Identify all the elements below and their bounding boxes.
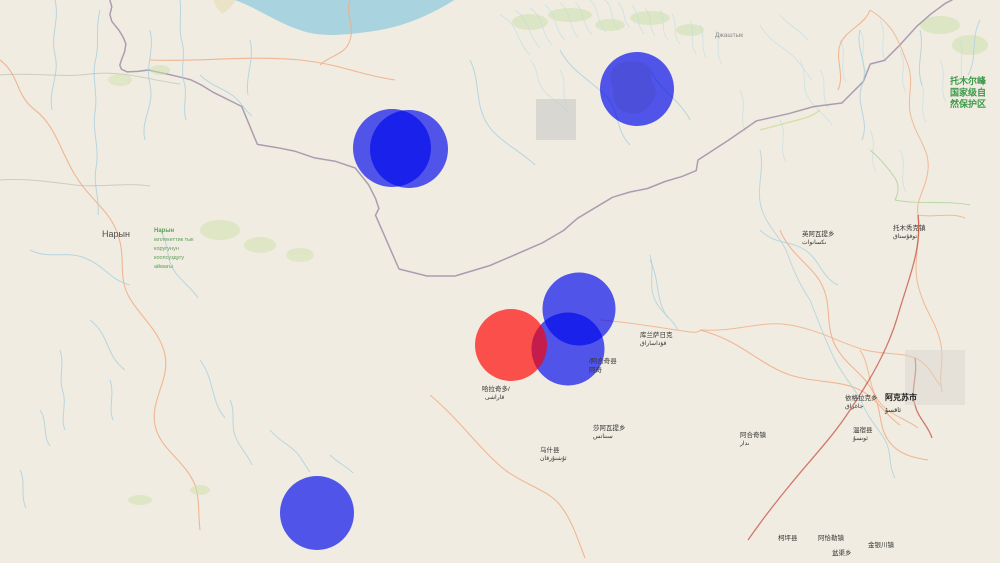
svg-text:然保护区: 然保护区: [950, 98, 986, 109]
svg-text:Нарын: Нарын: [102, 229, 130, 239]
svg-text:ىدار: ىدار: [739, 440, 750, 447]
svg-text:Нарын: Нарын: [154, 228, 174, 234]
svg-text:ئونسۇ: ئونسۇ: [852, 435, 868, 442]
svg-text:توقۇستاق: توقۇستاق: [893, 233, 917, 240]
svg-text:盆渠乡: 盆渠乡: [832, 548, 852, 557]
svg-text:哈拉奇多/: 哈拉奇多/: [482, 384, 510, 393]
svg-text:阿奇: 阿奇: [589, 365, 603, 374]
svg-text:коопсуздугу: коопсуздугу: [154, 255, 184, 261]
svg-text:ئاقسۇ: ئاقسۇ: [884, 406, 901, 414]
svg-text:ئۇشنۇرقان: ئۇشنۇرقان: [540, 455, 567, 462]
svg-text:库兰萨日克: 库兰萨日克: [640, 330, 673, 339]
svg-text:قاراشى: قاراشى: [485, 394, 504, 401]
svg-text:Джаштык: Джаштык: [715, 32, 743, 39]
svg-text:мллекеттик тык: мллекеттик тык: [154, 237, 194, 243]
svg-text:ىكسانوات: ىكسانوات: [802, 239, 827, 246]
svg-text:قؤداساراق: قؤداساراق: [640, 340, 667, 347]
svg-text:阿克苏市: 阿克苏市: [885, 392, 917, 402]
svg-text:依格拉克乡: 依格拉克乡: [845, 393, 878, 402]
svg-text:коругунун: коругунун: [154, 246, 179, 252]
svg-text:阿恰勒镇: 阿恰勒镇: [818, 533, 845, 542]
svg-text:阿合奇镇: 阿合奇镇: [740, 430, 767, 439]
svg-text:莎阿瓦提乡: 莎阿瓦提乡: [593, 423, 626, 432]
svg-text:托木秀克镇: 托木秀克镇: [893, 223, 926, 232]
svg-text:金银川镇: 金银川镇: [868, 540, 895, 549]
svg-text:国家级自: 国家级自: [950, 87, 986, 98]
svg-text:托木尔峰: 托木尔峰: [950, 75, 987, 86]
svg-text:سىناتس: سىناتس: [593, 433, 613, 440]
svg-text:温宿县: 温宿县: [853, 425, 873, 434]
svg-text:乌什县: 乌什县: [540, 445, 560, 454]
svg-text:аймагы: аймагы: [154, 263, 173, 270]
svg-text:/阿合奇县: /阿合奇县: [589, 356, 617, 365]
svg-text:柯坪县: 柯坪县: [778, 533, 798, 542]
svg-text:英阿瓦提乡: 英阿瓦提乡: [802, 229, 835, 238]
svg-text:جاغراق: جاغراق: [845, 403, 864, 410]
